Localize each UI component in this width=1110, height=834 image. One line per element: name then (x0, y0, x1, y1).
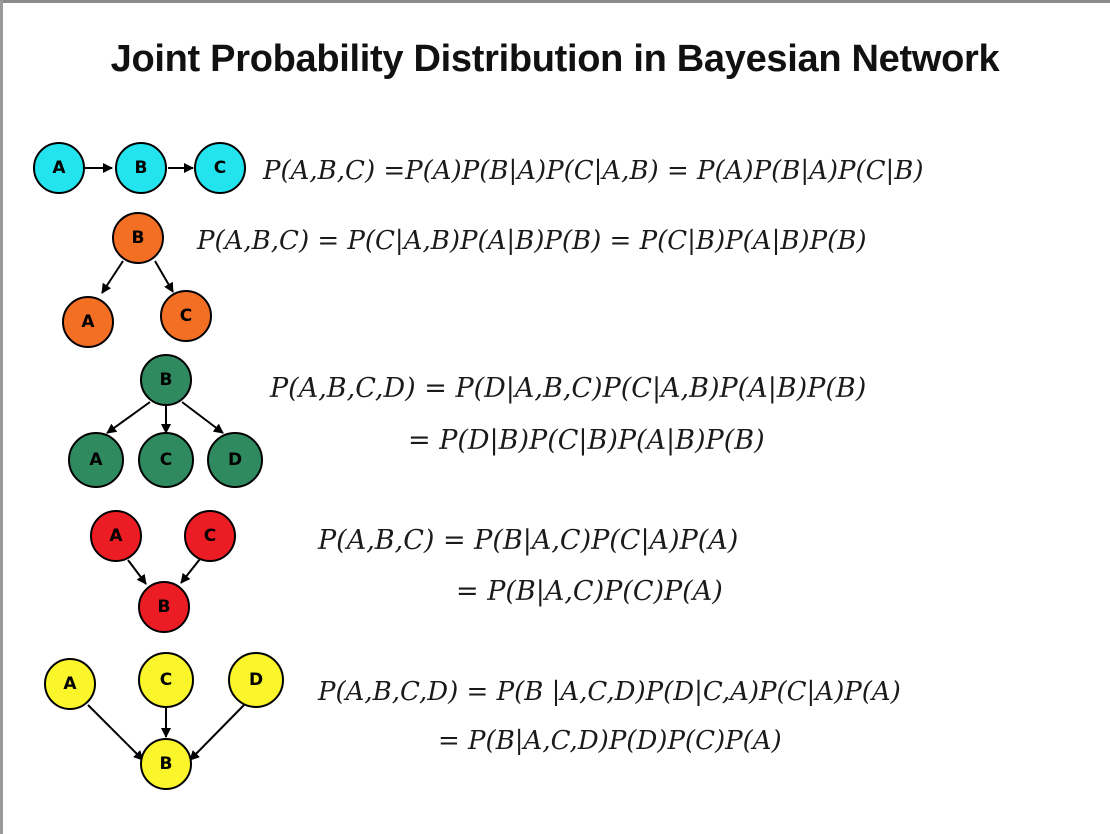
window-top-border (0, 0, 1110, 3)
svg-text:B: B (158, 597, 171, 617)
slide-title: Joint Probability Distribution in Bayesi… (110, 38, 1000, 80)
network-2: B A C (62, 212, 212, 348)
svg-text:B: B (132, 228, 145, 248)
svg-text:A: A (109, 526, 123, 546)
node-b: B (138, 581, 190, 633)
edge-b-a (106, 401, 151, 434)
svg-text:A: A (81, 312, 95, 332)
edge-a-b (87, 704, 144, 761)
svg-text:D: D (249, 670, 263, 690)
node-c: C (138, 652, 194, 708)
network-3: B A C D (68, 354, 263, 488)
node-b: B (115, 142, 167, 194)
network-4: A C B (90, 510, 236, 633)
svg-text:B: B (160, 370, 173, 390)
edge-d-b (189, 704, 245, 761)
svg-text:C: C (160, 450, 172, 470)
network-5: A C D B (44, 652, 284, 790)
node-c: C (184, 510, 236, 562)
svg-text:C: C (180, 306, 192, 326)
svg-text:B: B (160, 754, 173, 774)
equation-network-4-line-1: P(A,B,C) = P(B|A,C)P(C|A)P(A) (318, 525, 739, 556)
node-a: A (44, 658, 96, 710)
svg-text:A: A (52, 158, 66, 178)
equation-network-4-line-2: = P(B|A,C)P(C)P(A) (456, 576, 723, 607)
edge-c-b (180, 558, 201, 584)
node-c: C (160, 290, 212, 342)
node-b: B (140, 354, 192, 406)
node-d: D (207, 432, 263, 488)
node-a: A (68, 432, 124, 488)
edge-a-b (127, 559, 147, 585)
equation-network-2: P(A,B,C) = P(C|A,B)P(A|B)P(B) = P(C|B)P(… (197, 226, 867, 256)
svg-text:A: A (63, 674, 77, 694)
svg-text:C: C (160, 670, 172, 690)
equation-network-5-line-2: = P(B|A,C,D)P(D)P(C)P(A) (438, 726, 782, 756)
equation-network-3-line-2: = P(D|B)P(C|B)P(A|B)P(B) (408, 425, 765, 456)
equation-network-1: P(A,B,C) =P(A)P(B|A)P(C|A,B) = P(A)P(B|A… (263, 156, 924, 186)
equation-network-5-line-1: P(A,B,C,D) = P(B |A,C,D)P(D|C,A)P(C|A)P(… (318, 677, 901, 707)
node-c: C (194, 142, 246, 194)
svg-text:C: C (204, 526, 216, 546)
edge-b-d (181, 401, 224, 434)
svg-text:A: A (89, 450, 103, 470)
equation-network-3-line-1: P(A,B,C,D) = P(D|A,B,C)P(C|A,B)P(A|B)P(B… (270, 373, 867, 404)
svg-text:D: D (228, 450, 242, 470)
node-b: B (140, 738, 192, 790)
node-a: A (33, 142, 85, 194)
network-1: A B C (33, 142, 246, 194)
node-a: A (62, 296, 114, 348)
node-b: B (112, 212, 164, 264)
node-a: A (90, 510, 142, 562)
edge-b-c (154, 260, 174, 293)
node-c: C (138, 432, 194, 488)
svg-text:C: C (214, 158, 226, 178)
node-d: D (228, 652, 284, 708)
svg-text:B: B (135, 158, 148, 178)
edge-b-a (101, 260, 124, 294)
window-left-border (0, 0, 3, 834)
